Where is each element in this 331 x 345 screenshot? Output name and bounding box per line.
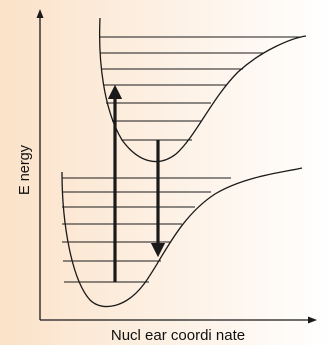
x-axis-arrowhead <box>308 316 317 324</box>
y-axis-label: E nergy <box>17 144 33 195</box>
excited-state-curve <box>99 17 307 163</box>
x-axis-label: Nucl ear coordi nate <box>111 327 245 344</box>
ground-state-curve <box>61 167 303 308</box>
y-axis-arrowhead <box>36 9 44 18</box>
ground-state-levels <box>62 177 231 283</box>
ground-state-well <box>61 167 303 308</box>
axes <box>36 9 317 324</box>
transition-arrows <box>107 84 166 282</box>
